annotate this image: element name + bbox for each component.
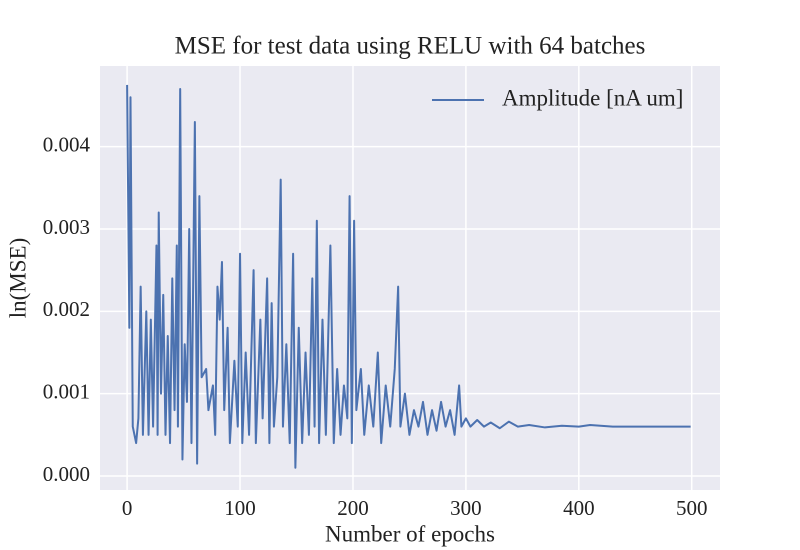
x-tick-label: 300 [450,496,482,520]
data-line [126,84,691,469]
y-axis-label: ln(MSE) [5,238,30,319]
x-axis-label: Number of epochs [325,521,495,546]
y-tick-label: 0.000 [43,462,90,486]
y-tick-label: 0.001 [43,379,90,403]
y-tick-label: 0.002 [43,297,90,321]
y-tick-label: 0.004 [43,132,91,156]
x-tick-label: 200 [337,496,369,520]
y-tick-label: 0.003 [43,215,90,239]
plot-area [100,66,720,490]
x-tick-label: 100 [224,496,256,520]
x-tick-label: 400 [563,496,595,520]
x-tick-label: 500 [676,496,708,520]
x-tick-label: 0 [122,496,133,520]
legend-label: Amplitude [nA um] [502,85,683,110]
chart-title: MSE for test data using RELU with 64 bat… [175,33,646,60]
